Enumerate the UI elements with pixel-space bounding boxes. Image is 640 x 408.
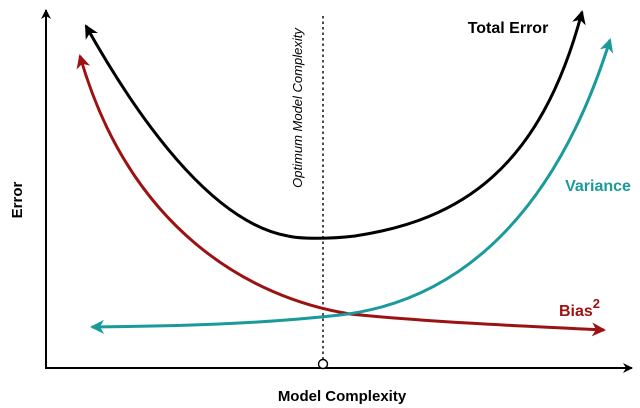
y-axis-label: Error bbox=[9, 182, 26, 219]
total-error-label: Total Error bbox=[468, 20, 549, 37]
total-error-curve-right bbox=[287, 10, 586, 240]
optimum-marker bbox=[317, 358, 329, 370]
variance-curve-right bbox=[339, 38, 614, 317]
bias-label: Bias2 bbox=[559, 296, 600, 320]
optimum-label: Optimum Model Complexity bbox=[290, 27, 305, 188]
bias-label-text: Bias bbox=[559, 303, 593, 320]
variance-curve-left bbox=[90, 313, 341, 334]
bias-curve-right bbox=[349, 312, 606, 337]
bias-curve-left bbox=[76, 54, 351, 316]
x-axis-label: Model Complexity bbox=[278, 388, 407, 405]
total-error-curve bbox=[84, 24, 289, 238]
bias-label-superscript: 2 bbox=[593, 296, 600, 311]
variance-label: Variance bbox=[565, 178, 631, 195]
